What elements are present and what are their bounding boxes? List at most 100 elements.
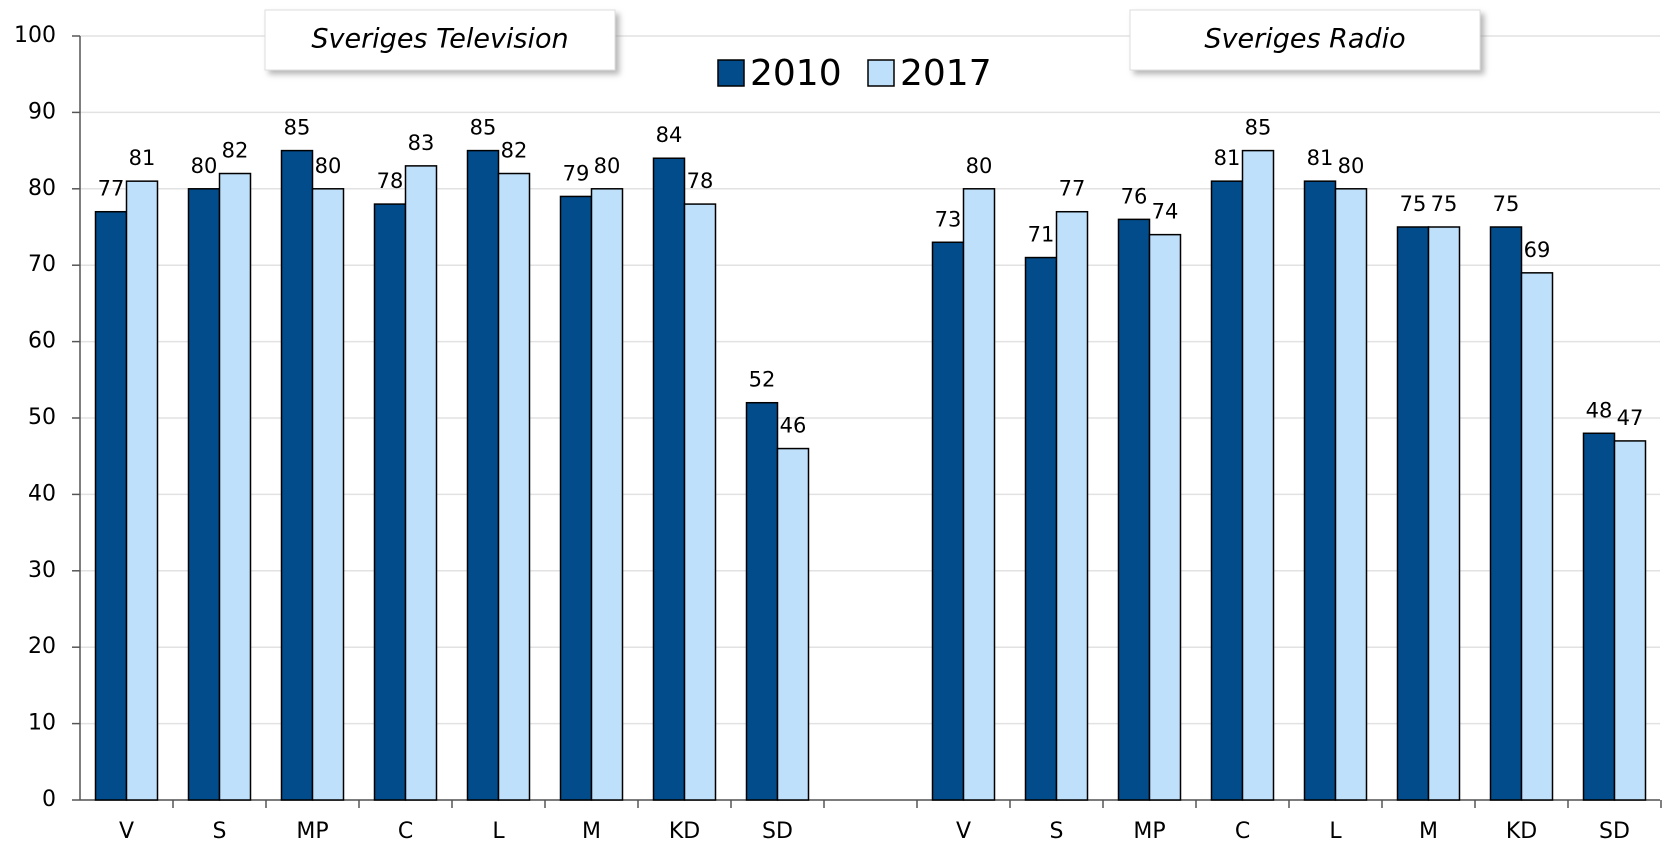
value-label: 71 [1028, 223, 1055, 247]
value-label: 75 [1400, 192, 1427, 216]
value-label: 47 [1617, 406, 1644, 430]
bar [1582, 432, 1616, 801]
y-tick-label: 60 [28, 329, 56, 354]
bar [1396, 226, 1430, 801]
x-tick-label: L [492, 819, 505, 844]
y-tick-label: 100 [14, 23, 56, 48]
value-label: 81 [129, 146, 156, 170]
panel-label: Sveriges Radio [1204, 24, 1405, 55]
legend-swatch [867, 59, 895, 87]
y-tick-label: 0 [42, 787, 56, 812]
y-tick-label: 70 [28, 252, 56, 277]
value-label: 80 [315, 154, 342, 178]
bar [125, 180, 159, 801]
bar [931, 241, 965, 801]
bar [1024, 256, 1058, 801]
x-tick-label: KD [669, 819, 700, 844]
value-label: 83 [408, 131, 435, 155]
bar [590, 188, 624, 801]
value-label: 81 [1214, 146, 1241, 170]
value-label: 77 [1059, 177, 1086, 201]
value-label: 74 [1152, 200, 1179, 224]
y-tick-label: 30 [28, 558, 56, 583]
value-label: 85 [1245, 116, 1272, 140]
value-label: 80 [191, 154, 218, 178]
value-label: 77 [98, 177, 125, 201]
bar [1334, 188, 1368, 801]
bar [1210, 180, 1244, 801]
legend-label: 2017 [900, 53, 992, 94]
x-tick-label: C [398, 819, 413, 844]
value-label: 75 [1493, 192, 1520, 216]
value-label: 85 [284, 116, 311, 140]
bar [1427, 226, 1461, 801]
bar [559, 195, 593, 801]
x-tick-label: M [582, 819, 601, 844]
panel-label-box [264, 9, 616, 71]
bar [1613, 440, 1647, 801]
x-tick-label: KD [1506, 819, 1537, 844]
value-label: 69 [1524, 238, 1551, 262]
bar [1055, 210, 1089, 801]
bar [404, 165, 438, 801]
bar [187, 188, 221, 801]
value-label: 80 [594, 154, 621, 178]
x-tick-label: MP [296, 819, 328, 844]
y-tick-label: 20 [28, 634, 56, 659]
value-label: 48 [1586, 398, 1613, 422]
y-tick-label: 40 [28, 481, 56, 506]
x-tick-label: L [1329, 819, 1342, 844]
bar [280, 149, 314, 801]
panel-label: Sveriges Television [311, 24, 568, 55]
x-tick-label: M [1419, 819, 1438, 844]
legend-swatch [717, 59, 745, 87]
value-label: 73 [935, 207, 962, 231]
bar [745, 401, 779, 801]
value-label: 78 [687, 169, 714, 193]
x-tick-label: SD [762, 819, 793, 844]
bar [466, 149, 500, 801]
x-tick-label: S [213, 819, 227, 844]
value-label: 82 [222, 139, 249, 163]
bar [311, 188, 345, 801]
bar [962, 188, 996, 801]
x-tick-label: V [119, 819, 134, 844]
bar [776, 447, 810, 801]
value-label: 75 [1431, 192, 1458, 216]
x-tick-label: SD [1599, 819, 1630, 844]
x-tick-label: S [1050, 819, 1064, 844]
bar [683, 203, 717, 801]
bar [1241, 149, 1275, 801]
value-label: 80 [966, 154, 993, 178]
value-label: 82 [501, 139, 528, 163]
bar [1489, 226, 1523, 801]
bar [1117, 218, 1151, 801]
bar [94, 210, 128, 801]
y-tick-label: 50 [28, 405, 56, 430]
bar [373, 203, 407, 801]
x-tick-label: V [956, 819, 971, 844]
value-label: 52 [749, 368, 776, 392]
value-label: 84 [656, 123, 683, 147]
legend-label: 2010 [750, 53, 842, 94]
value-label: 46 [780, 414, 807, 438]
bar [1520, 272, 1554, 801]
value-label: 80 [1338, 154, 1365, 178]
panel-label-box [1129, 9, 1481, 71]
y-tick-label: 80 [28, 176, 56, 201]
bar [497, 172, 531, 801]
x-tick-label: MP [1133, 819, 1165, 844]
value-label: 79 [563, 161, 590, 185]
bar [1303, 180, 1337, 801]
value-label: 85 [470, 116, 497, 140]
bar [218, 172, 252, 801]
value-label: 76 [1121, 184, 1148, 208]
y-tick-label: 90 [28, 99, 56, 124]
bar [1148, 233, 1182, 801]
y-tick-label: 10 [28, 711, 56, 736]
value-label: 78 [377, 169, 404, 193]
x-tick-label: C [1235, 819, 1250, 844]
bar [652, 157, 686, 801]
value-label: 81 [1307, 146, 1334, 170]
